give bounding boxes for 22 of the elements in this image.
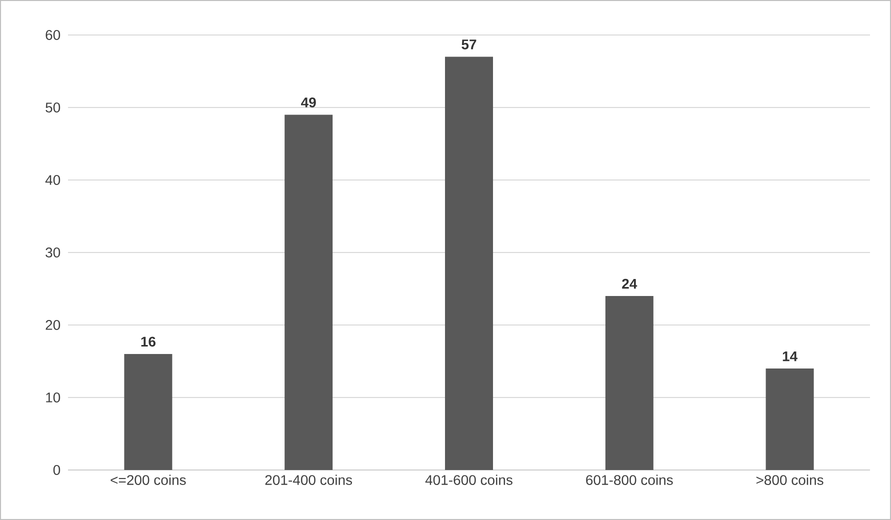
y-tick-label: 30 [46,248,60,258]
data-label: 49 [301,97,316,108]
y-tick-label: 40 [45,175,60,185]
data-label: 57 [462,40,476,50]
bar [445,56,494,470]
bar [124,354,172,470]
y-tick-label: 20 [46,320,60,330]
y-tick-label: 0 [53,465,60,475]
bar [284,114,333,470]
x-tick-label: 601-800 coins [586,474,673,485]
y-tick-label: 60 [46,30,60,40]
y-tick-label: 10 [46,392,60,402]
data-label: 24 [622,278,638,289]
x-tick-label: 201-400 coins [265,474,352,485]
bar [605,296,654,470]
x-tick-label: 401-600 coins [425,474,512,485]
y-tick-label: 50 [46,102,60,112]
bar [766,368,814,470]
data-label: 14 [782,351,798,362]
data-label: 16 [141,336,156,347]
x-tick-label: >800 coins [756,474,824,485]
x-tick-label: <=200 coins [110,474,186,485]
